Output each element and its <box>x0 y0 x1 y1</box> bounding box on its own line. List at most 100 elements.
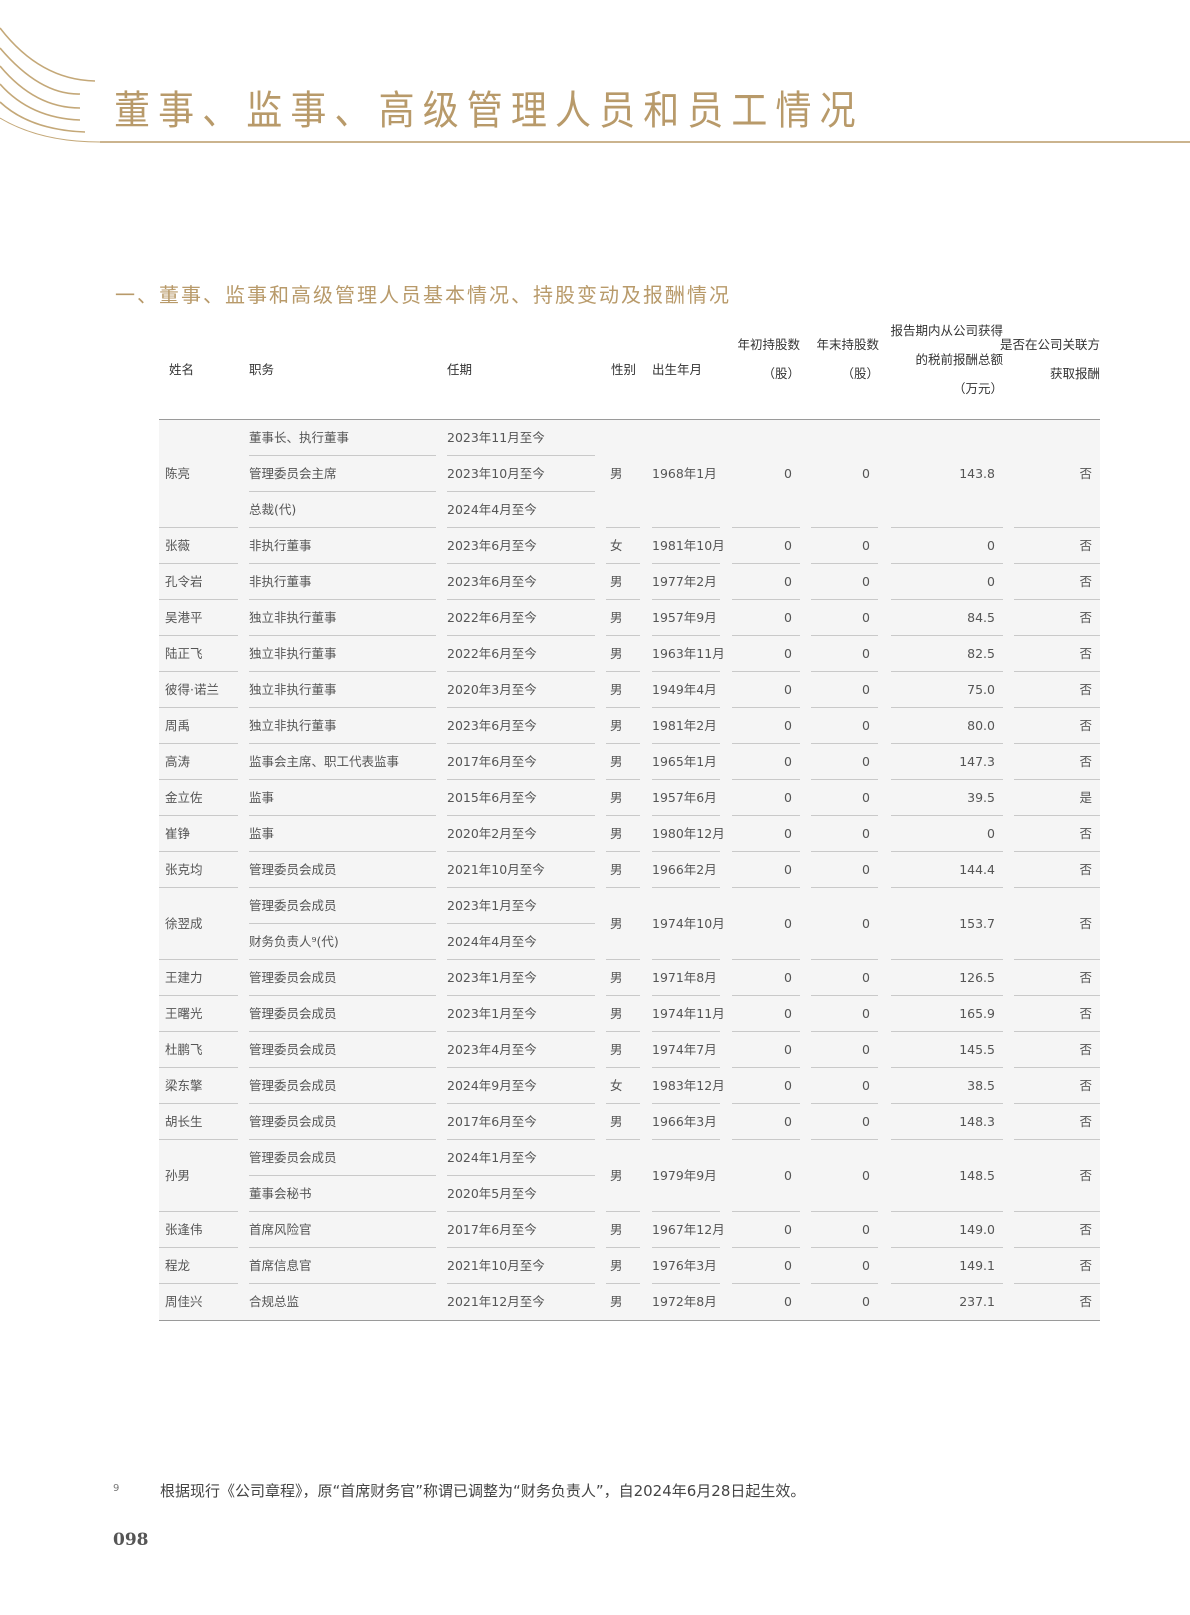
birth-date: 1968年1月 <box>652 420 720 528</box>
start-shares: 0 <box>732 636 800 672</box>
term-cell: 2020年3月至今 <box>447 672 595 708</box>
person-name: 杜鹏飞 <box>159 1032 238 1068</box>
term: 2020年5月至今 <box>447 1186 537 1201</box>
compensation: 75.0 <box>891 672 1003 708</box>
position: 独立非执行董事 <box>249 682 337 697</box>
col-birth: 出生年月 <box>652 362 703 377</box>
person-name: 金立佐 <box>159 780 238 816</box>
table-row: 吴港平 独立非执行董事 2022年6月至今 男 1957年9月 0 0 84.5 否 <box>159 600 1100 636</box>
col-related: 是否在公司关联方 获取报酬 <box>999 337 1100 381</box>
person-name: 周佳兴 <box>165 1294 203 1309</box>
col-start-shares: 年初持股数 （股） <box>737 337 800 381</box>
person-name: 吴港平 <box>159 600 238 636</box>
term: 2023年6月至今 <box>447 538 537 553</box>
end-shares: 0 <box>811 1032 878 1068</box>
term-cell: 2023年1月至今 <box>447 996 595 1032</box>
gender: 女 <box>606 1068 640 1104</box>
table-row: 张克均 管理委员会成员 2021年10月至今 男 1966年2月 0 0 144.4 否 <box>159 852 1100 888</box>
col-gender: 性别 <box>611 362 637 377</box>
position-cell: 独立非执行董事 <box>249 708 436 744</box>
person-name: 张克均 <box>159 852 238 888</box>
term: 2017年6月至今 <box>447 754 537 769</box>
term-cell: 2023年6月至今 <box>447 528 595 564</box>
col-name: 姓名 <box>169 362 195 377</box>
gender: 女 <box>606 528 640 564</box>
end-shares: 0 <box>811 1140 878 1212</box>
term: 2021年12月至今 <box>447 1294 545 1309</box>
position-cell: 监事 <box>249 816 436 852</box>
compensation: 38.5 <box>891 1068 1003 1104</box>
birth-date: 1967年12月 <box>652 1212 725 1248</box>
term-cell: 2024年1月至今 2020年5月至今 <box>447 1140 595 1212</box>
person-name: 陆正飞 <box>159 636 238 672</box>
gender: 男 <box>606 1212 640 1248</box>
end-shares: 0 <box>811 960 878 996</box>
term: 2020年3月至今 <box>447 682 537 697</box>
position: 管理委员会成员 <box>249 1114 337 1129</box>
start-shares: 0 <box>732 564 800 600</box>
person-name: 高涛 <box>159 744 238 780</box>
related-party-paid: 否 <box>1014 1032 1100 1068</box>
col-position: 职务 <box>249 362 275 377</box>
related-party-paid: 否 <box>1014 960 1100 996</box>
start-shares: 0 <box>732 1212 800 1248</box>
title-rule <box>100 141 1190 143</box>
birth-date: 1981年2月 <box>652 708 720 744</box>
table-header: 姓名 职务 任期 性别 出生年月 年初持股数 （股） 年末持股数 （股） 报告期… <box>159 323 1100 419</box>
compensation: 126.5 <box>891 960 1003 996</box>
related-party-paid: 否 <box>1014 672 1100 708</box>
related-party-paid: 否 <box>1014 1248 1100 1284</box>
position-cell: 独立非执行董事 <box>249 636 436 672</box>
term: 2023年1月至今 <box>447 970 537 985</box>
compensation: 165.9 <box>891 996 1003 1032</box>
compensation: 149.1 <box>891 1248 1003 1284</box>
start-shares: 0 <box>732 996 800 1032</box>
term-cell: 2023年6月至今 <box>447 564 595 600</box>
table-row: 崔铮 监事 2020年2月至今男 1980年12月 0 0 0 否 <box>159 816 1100 852</box>
table-row: 梁东擎 管理委员会成员 2024年9月至今女 1983年12月 0 0 38.5 否 <box>159 1068 1100 1104</box>
col-compensation: 报告期内从公司获得 的税前报酬总额 （万元） <box>890 323 1003 396</box>
start-shares: 0 <box>732 1248 800 1284</box>
related-party-paid: 否 <box>1014 744 1100 780</box>
end-shares: 0 <box>811 672 878 708</box>
position: 监事 <box>249 826 275 841</box>
birth-date: 1983年12月 <box>652 1068 725 1104</box>
term-cell: 2024年9月至今 <box>447 1068 595 1104</box>
position-cell: 非执行董事 <box>249 564 436 600</box>
table-row: 孙男 管理委员会成员 董事会秘书 2024年1月至今 2020年5月至今 男 1979年9月… <box>159 1140 1100 1212</box>
position: 管理委员会主席 <box>249 456 436 492</box>
position: 合规总监 <box>249 1294 300 1309</box>
position-cell: 管理委员会成员 财务负责人⁹(代) <box>249 888 436 960</box>
term-cell: 2020年2月至今 <box>447 816 595 852</box>
table-row: 王曙光 管理委员会成员 2023年1月至今男 1974年11月 0 0 165.9 否 <box>159 996 1100 1032</box>
related-party-paid: 否 <box>1014 600 1100 636</box>
term-cell: 2023年1月至今 <box>447 960 595 996</box>
related-party-paid: 否 <box>1079 1294 1092 1309</box>
person-name: 徐翌成 <box>159 888 238 960</box>
position: 管理委员会成员 <box>249 888 436 924</box>
term-cell: 2023年6月至今 <box>447 708 595 744</box>
header-rule <box>159 419 1100 420</box>
section-title: 一、董事、监事和高级管理人员基本情况、持股变动及报酬情况 <box>115 283 731 307</box>
term-cell: 2021年12月至今 <box>447 1284 595 1320</box>
table-row: 王建力 管理委员会成员 2023年1月至今 男 1971年8月 0 0 126.5 否 <box>159 960 1100 996</box>
compensation: 237.1 <box>959 1294 995 1309</box>
position-cell: 首席信息官 <box>249 1248 436 1284</box>
compensation: 84.5 <box>891 600 1003 636</box>
birth-date: 1957年9月 <box>652 600 720 636</box>
compensation: 143.8 <box>891 420 1003 528</box>
person-name: 周禹 <box>159 708 238 744</box>
term-cell: 2022年6月至今 <box>447 600 595 636</box>
person-name: 孙男 <box>159 1140 238 1212</box>
start-shares: 0 <box>732 816 800 852</box>
table-row: 高涛 监事会主席、职工代表监事 2017年6月至今 男 1965年1月 0 0 147.3 否 <box>159 744 1100 780</box>
person-name: 胡长生 <box>159 1104 238 1140</box>
term-cell: 2023年1月至今 2024年4月至今 <box>447 888 595 960</box>
position: 独立非执行董事 <box>249 610 337 625</box>
gender: 男 <box>610 1294 623 1309</box>
compensation: 148.5 <box>891 1140 1003 1212</box>
birth-date: 1971年8月 <box>652 960 720 996</box>
position: 管理委员会成员 <box>249 970 337 985</box>
table-row: 孔令岩 非执行董事 2023年6月至今男 1977年2月 0 0 0 否 <box>159 564 1100 600</box>
end-shares: 0 <box>811 1068 878 1104</box>
